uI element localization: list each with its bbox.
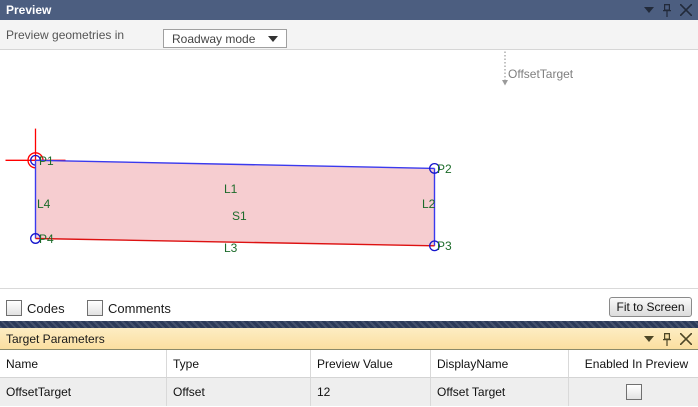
svg-text:S1: S1 (232, 209, 247, 223)
svg-text:P4: P4 (39, 232, 54, 246)
svg-text:L1: L1 (224, 182, 238, 196)
svg-text:P3: P3 (437, 239, 452, 253)
svg-text:L4: L4 (37, 197, 51, 211)
svg-text:P1: P1 (39, 154, 54, 168)
svg-text:P2: P2 (437, 162, 452, 176)
svg-text:L2: L2 (422, 197, 436, 211)
svg-text:L3: L3 (224, 241, 238, 255)
